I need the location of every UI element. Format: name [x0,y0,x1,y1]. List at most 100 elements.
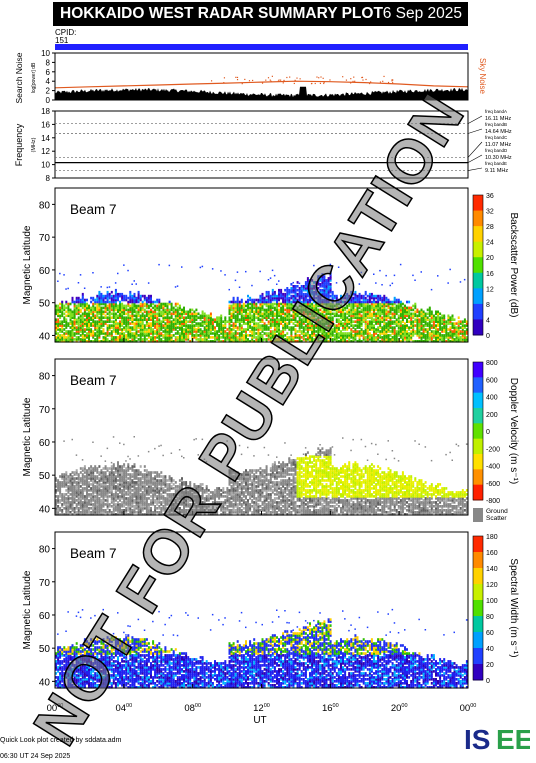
colorbar-segment [473,484,483,501]
ground-scatter-swatch [473,508,483,522]
freq-band-value: 11.07 MHz [485,142,511,148]
colorbar-segment [473,664,483,681]
ground-scatter-label: Ground [486,508,508,515]
lat-ylabel: Magnetic Latitude [22,397,33,476]
freq-band-value: 9.11 MHz [485,168,508,174]
sky-noise-point [361,76,364,79]
colorbar-segment [473,226,483,243]
sky-noise-point [265,79,267,81]
lat-ytick-label: 40 [39,504,51,515]
sky-noise-point [283,79,285,82]
sky-noise-point [370,81,372,83]
ut-tick-label: 1200 [253,703,270,714]
freq-ytick-label: 8 [46,174,51,183]
sky-noise-label: Sky Noise [478,58,487,95]
sky-noise-point [392,79,394,81]
colorbar-segment [473,319,483,336]
lat-ytick-label: 40 [39,331,51,342]
sky-noise-point [299,78,301,80]
colorbar-segment [473,195,483,212]
freq-ytick-label: 10 [41,161,50,170]
sky-noise-point [345,79,348,81]
lat-ytick-label: 50 [39,299,51,310]
sky-noise-point [270,80,272,82]
colorbar-tick-label: 8 [486,302,490,309]
colorbar-tick-label: 24 [486,240,494,247]
plot-title: HOKKAIDO WEST RADAR SUMMARY PLOT [60,5,383,22]
colorbar-segment [473,423,483,440]
freq-band-value: 14.64 MHz [485,129,512,135]
freq-ytick-label: 18 [41,107,50,116]
sky-noise-point [278,79,280,81]
freq-ytick-label: 12 [41,147,50,156]
sky-noise-point [293,82,295,85]
lat-ytick-label: 70 [39,405,51,416]
sky-noise-point [241,83,243,85]
sky-noise-point [361,76,363,79]
sky-noise-point [294,79,296,81]
lat-ytick-label: 70 [39,233,51,244]
colorbar-tick-label: 12 [486,286,494,293]
colorbar-segment [473,362,483,378]
ground-scatter-label: Scatter [486,515,507,522]
colorbar-tick-label: -400 [486,464,500,471]
sky-noise-point [365,78,367,81]
colorbar-tick-label: 100 [486,598,498,605]
colorbar-segment [473,568,483,585]
sky-noise-point [244,78,246,81]
colorbar-segment [473,438,483,455]
sky-noise-point [271,75,273,77]
footer-credit: Quick Look plot created by sddata.adm [0,737,122,744]
colorbar-segment [473,536,483,553]
colorbar-tick-label: -200 [486,446,500,453]
freq-band-label: freq bandB [485,122,507,127]
sky-noise-point [382,80,384,82]
lat-ytick-label: 80 [39,545,51,556]
lat-ytick-label: 60 [39,611,51,622]
freq-axes [54,110,469,179]
sky-noise-line [54,80,469,89]
freq-band-value: 10.30 MHz [485,155,512,161]
sky-noise-point [350,82,352,84]
sky-noise-point [269,79,271,81]
colorbar-tick-label: 4 [486,317,490,324]
colorbar-segment [473,648,483,665]
colorbar-tick-label: 600 [486,377,498,384]
noise-fill [55,86,468,100]
freq-band-pointer [467,141,483,158]
colorbar-tick-label: 16 [486,271,494,278]
colorbar-segment [473,616,483,633]
colorbar-tick-label: -600 [486,481,500,488]
colorbar-tick-label: 80 [486,614,494,621]
sky-noise-point [236,78,239,81]
cpid-value: 151 [55,36,69,45]
colorbar-segment [473,210,483,227]
isee-logo: IS EE [464,724,530,754]
sky-noise-point [354,80,356,82]
colorbar-segment [473,303,483,320]
sky-noise-point [362,79,364,81]
beam-label: Beam 7 [70,373,117,388]
colorbar-tick-label: 0 [486,429,490,436]
title-bar: HOKKAIDO WEST RADAR SUMMARY PLOT 6 Sep 2… [53,2,468,26]
sky-noise-point [379,81,382,83]
colorbar-frame [472,361,484,501]
beam-label: Beam 7 [70,202,117,217]
colorbar-frame [472,535,484,681]
sky-noise-point [318,77,320,79]
freq-band-pointer [467,115,483,124]
beam-label: Beam 7 [70,546,117,561]
sky-noise-point [223,77,226,79]
colorbar-segment [473,632,483,649]
noise-axes [54,52,469,101]
sky-noise-point [289,76,291,78]
colorbar-tick-label: 36 [486,193,494,200]
plot-date: 6 Sep 2025 [382,5,462,22]
ut-tick-label: 0000 [47,703,64,714]
noise-ylabel-sub: log[power] dB [31,62,37,93]
lat-ytick-label: 60 [39,438,51,449]
sky-noise-point [350,78,352,80]
noise-ytick-label: 10 [41,49,50,58]
colorbar-label: Spectral Width (m s⁻¹) [508,558,519,657]
sky-noise-point [319,82,322,84]
